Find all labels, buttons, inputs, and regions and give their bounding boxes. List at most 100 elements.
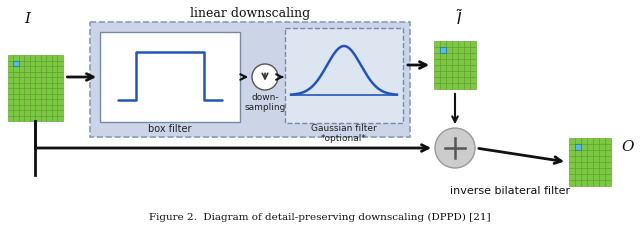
Bar [40, 110, 46, 116]
Bar [446, 59, 452, 65]
Bar [581, 144, 587, 150]
Bar [446, 65, 452, 71]
Bar [605, 138, 611, 144]
Bar [464, 53, 470, 59]
Bar [35, 104, 40, 110]
Bar [575, 144, 581, 150]
Bar [51, 94, 57, 99]
Bar [29, 77, 35, 82]
Bar [434, 65, 440, 71]
Bar [581, 180, 587, 186]
Bar [57, 110, 63, 116]
Circle shape [252, 64, 278, 90]
Bar [35, 61, 40, 66]
Bar [434, 53, 440, 59]
Bar [24, 72, 29, 77]
Bar [19, 77, 24, 82]
Bar [569, 162, 575, 168]
Bar [8, 94, 13, 99]
Bar [46, 94, 51, 99]
Bar [575, 174, 581, 180]
Bar [29, 116, 35, 121]
Bar [35, 82, 40, 88]
Bar [581, 150, 587, 156]
Bar [100, 32, 240, 122]
Bar [24, 55, 29, 61]
Bar [446, 41, 452, 47]
Bar [24, 94, 29, 99]
Bar [605, 168, 611, 174]
Bar [587, 156, 593, 162]
Bar [19, 66, 24, 72]
Bar [29, 88, 35, 94]
Bar [46, 104, 51, 110]
Bar [40, 88, 46, 94]
Bar [40, 66, 46, 72]
Bar [605, 162, 611, 168]
Bar [470, 59, 476, 65]
Bar [40, 72, 46, 77]
Bar [13, 94, 19, 99]
Bar [57, 55, 63, 61]
Bar [24, 77, 29, 82]
Bar [569, 144, 575, 150]
Bar [46, 116, 51, 121]
Bar [40, 82, 46, 88]
Bar [458, 53, 464, 59]
Bar [40, 55, 46, 61]
Bar [57, 82, 63, 88]
Bar [13, 104, 19, 110]
Bar [19, 61, 24, 66]
Bar [35, 77, 40, 82]
Bar [51, 88, 57, 94]
Bar [458, 77, 464, 83]
Bar [29, 82, 35, 88]
Text: Figure 2.  Diagram of detail-preserving downscaling (DPPD) [21]: Figure 2. Diagram of detail-preserving d… [149, 213, 491, 222]
Bar [8, 104, 13, 110]
Circle shape [435, 128, 475, 168]
Bar [46, 66, 51, 72]
Bar [581, 174, 587, 180]
Bar [569, 174, 575, 180]
Bar [51, 82, 57, 88]
Bar [57, 77, 63, 82]
Bar [593, 150, 599, 156]
Bar [458, 47, 464, 53]
Bar [587, 168, 593, 174]
Bar [19, 88, 24, 94]
Bar [40, 61, 46, 66]
Bar [464, 71, 470, 77]
Bar [13, 82, 19, 88]
Bar [605, 174, 611, 180]
Bar [569, 138, 575, 144]
Bar [464, 77, 470, 83]
Bar [19, 94, 24, 99]
Bar [446, 47, 452, 53]
Bar [57, 66, 63, 72]
Bar [29, 55, 35, 61]
Bar [458, 71, 464, 77]
Bar [35, 88, 40, 94]
Bar [8, 116, 13, 121]
Bar [587, 144, 593, 150]
Bar [464, 41, 470, 47]
Bar [35, 116, 40, 121]
Bar [587, 162, 593, 168]
Bar [51, 110, 57, 116]
Bar [40, 104, 46, 110]
Bar [581, 168, 587, 174]
Bar [575, 180, 581, 186]
Bar [599, 144, 605, 150]
Bar [8, 88, 13, 94]
Bar [46, 55, 51, 61]
Bar [452, 71, 458, 77]
Bar [575, 168, 581, 174]
Bar [464, 65, 470, 71]
Bar [605, 180, 611, 186]
Text: down-
sampling: down- sampling [244, 93, 285, 112]
Bar [605, 156, 611, 162]
Bar [57, 94, 63, 99]
Bar [40, 94, 46, 99]
Bar [46, 99, 51, 104]
Text: O: O [621, 140, 634, 154]
